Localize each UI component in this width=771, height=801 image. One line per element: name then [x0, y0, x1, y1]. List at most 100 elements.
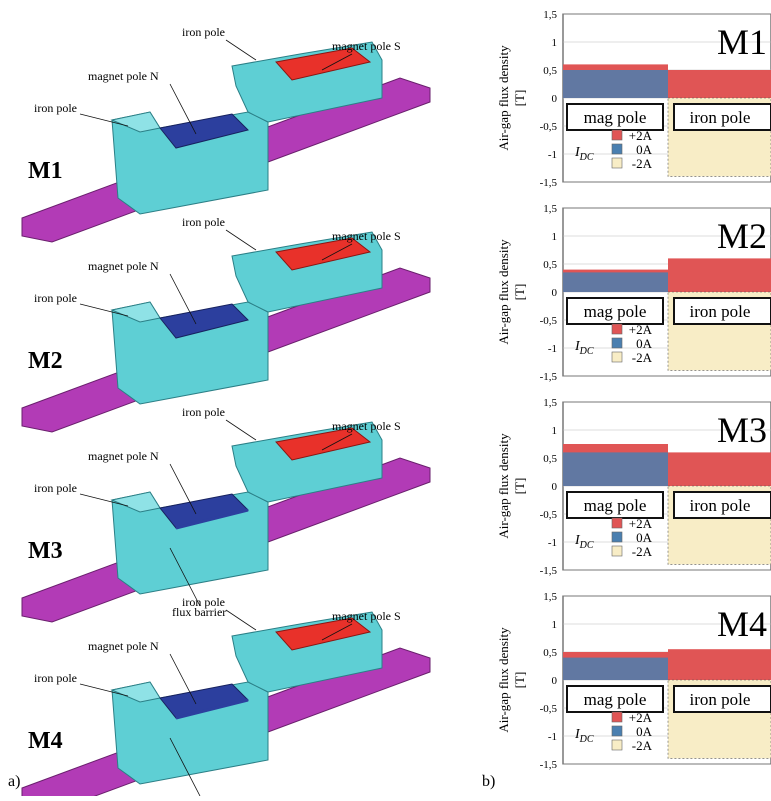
iron-pole-label: iron pole — [690, 108, 751, 127]
motor-name: M2 — [28, 348, 63, 374]
magnet-pole-n — [159, 113, 249, 149]
magnet-s-label-leader — [321, 433, 353, 451]
y-tick-label: -1,5 — [540, 565, 558, 577]
y-tick-label: 0,5 — [543, 453, 557, 465]
y-tick-label: -0,5 — [540, 315, 558, 327]
mag-pole-label: mag pole — [584, 690, 647, 709]
area-pos2A-iron — [668, 70, 771, 98]
mag-pole-label: mag pole — [584, 496, 647, 515]
iron-pole-label: iron pole — [690, 302, 751, 321]
magnet-n-label-leader — [169, 653, 197, 705]
flux-chart-m1: 1,5 1 0,5 0 -0,5 -1 -1,5 M1 mag pole iron pole Air… — [496, 9, 771, 189]
motor-m2: M2 iron pole iron pole magnet pole N magnet … — [21, 215, 431, 433]
chart-title: M2 — [717, 216, 767, 256]
iron-pole-box — [673, 297, 771, 325]
area-pos2A-iron — [668, 649, 771, 680]
motor-name: M1 — [28, 158, 63, 184]
legend-swatch — [611, 143, 623, 155]
magnet-n-label: magnet pole N — [88, 259, 159, 273]
motor-m4: M4 iron pole iron pole magnet pole N magnet … — [21, 595, 431, 801]
y-tick-label: 0 — [552, 287, 558, 299]
y-tick-label: -1 — [548, 731, 557, 743]
iron-pole-label-1: iron pole — [34, 291, 77, 305]
motor-name: M3 — [28, 538, 63, 564]
iron-pole-label-2-leader — [225, 39, 257, 61]
iron-pole-box — [673, 685, 771, 713]
iron-pole-box — [673, 491, 771, 519]
flux-barrier-shape — [175, 698, 249, 720]
y-tick-label: -0,5 — [540, 703, 558, 715]
legend-swatch — [611, 739, 623, 751]
area-pos2A-iron — [668, 258, 771, 292]
y-tick-label: -1 — [548, 537, 557, 549]
iron-pole-label-2: iron pole — [182, 595, 225, 609]
iron-pole-label-1: iron pole — [34, 671, 77, 685]
legend-label: +2A — [629, 710, 653, 725]
y-tick-label: 0 — [552, 481, 558, 493]
area-0A-mag — [563, 272, 668, 292]
y-axis-label: Air-gap flux density[T] — [496, 627, 527, 733]
y-tick-label: 0 — [552, 675, 558, 687]
iron-pole-label-2-leader — [225, 419, 257, 441]
y-tick-label: 0,5 — [543, 647, 557, 659]
iron-pole-label: iron pole — [690, 496, 751, 515]
magnet-s-label-leader — [321, 243, 353, 261]
chart-title: M3 — [717, 410, 767, 450]
mag-pole-box — [566, 103, 664, 131]
iron-pole-box — [673, 103, 771, 131]
flux-density-panel: 1,5 1 0,5 0 -0,5 -1 -1,5 M1 mag pole iron pole Air… — [496, 9, 771, 771]
mag-pole-label: mag pole — [584, 108, 647, 127]
legend-title: IDC — [574, 533, 594, 551]
motor-geometry-panel: M1 iron pole iron pole magnet pole N magnet … — [21, 25, 431, 801]
legend-label: 0A — [636, 530, 653, 545]
magnet-pole-s — [275, 237, 372, 271]
y-tick-label: 1,5 — [543, 397, 557, 409]
legend-label: 0A — [636, 724, 653, 739]
legend-swatch — [611, 129, 623, 141]
legend-label: -2A — [632, 156, 653, 171]
legend-title: IDC — [574, 145, 594, 163]
legend-label: -2A — [632, 350, 653, 365]
y-tick-label: -1,5 — [540, 759, 558, 771]
y-tick-label: -1 — [548, 149, 557, 161]
y-tick-label: 1,5 — [543, 591, 557, 603]
magnet-pole-n — [159, 303, 249, 339]
legend-title: IDC — [574, 339, 594, 357]
y-tick-label: 0 — [552, 93, 558, 105]
flux-chart-m2: 1,5 1 0,5 0 -0,5 -1 -1,5 M2 mag pole iron pole Air… — [496, 203, 771, 383]
motor-name: M4 — [28, 728, 63, 754]
y-tick-label: 1,5 — [543, 203, 557, 215]
y-tick-label: 1 — [552, 425, 558, 437]
iron-pole-label-1: iron pole — [34, 101, 77, 115]
flux-barrier-label-leader — [169, 547, 201, 607]
legend-swatch — [611, 323, 623, 335]
iron-pole-label: iron pole — [690, 690, 751, 709]
mag-pole-box — [566, 685, 664, 713]
legend-swatch — [611, 711, 623, 723]
iron-pole-label-1-leader — [79, 303, 129, 317]
magnet-pole-s — [275, 47, 372, 81]
y-tick-label: -0,5 — [540, 509, 558, 521]
y-axis-label: Air-gap flux density[T] — [496, 433, 527, 539]
legend-label: 0A — [636, 142, 653, 157]
legend-label: -2A — [632, 738, 653, 753]
legend-swatch — [611, 725, 623, 737]
motor-m3: M3 iron pole iron pole magnet pole N magnet … — [21, 405, 431, 623]
magnet-s-label: magnet pole S — [332, 39, 401, 53]
flux-barrier-label-leader — [169, 737, 201, 797]
y-tick-label: -1,5 — [540, 371, 558, 383]
flux-chart-m4: 1,5 1 0,5 0 -0,5 -1 -1,5 M4 mag pole iron pole Air… — [496, 591, 771, 771]
mag-pole-box — [566, 297, 664, 325]
mag-pole-box — [566, 491, 664, 519]
area-pos2A-iron — [668, 452, 771, 486]
iron-pole-label-2: iron pole — [182, 405, 225, 419]
legend-swatch — [611, 545, 623, 557]
legend-label: +2A — [629, 322, 653, 337]
motor-m1: M1 iron pole iron pole magnet pole N magnet … — [21, 25, 431, 243]
flux-barrier-label: flux barrier — [172, 605, 226, 619]
legend-swatch — [611, 351, 623, 363]
magnet-s-label: magnet pole S — [332, 609, 401, 623]
y-tick-label: 0,5 — [543, 65, 557, 77]
iron-pole-label-1: iron pole — [34, 481, 77, 495]
magnet-pole-s — [275, 427, 372, 461]
